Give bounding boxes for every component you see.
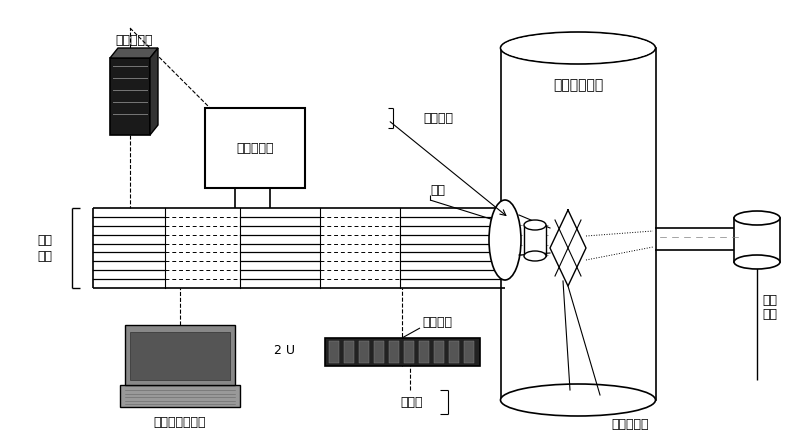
Bar bbox=[325, 338, 480, 366]
Bar bbox=[464, 341, 474, 363]
Text: 温度控制器: 温度控制器 bbox=[115, 33, 153, 46]
Bar bbox=[389, 341, 399, 363]
Text: 导线: 导线 bbox=[38, 249, 53, 263]
Bar bbox=[419, 341, 429, 363]
Text: 红外探头: 红外探头 bbox=[423, 112, 453, 124]
Text: 高温: 高温 bbox=[38, 234, 53, 247]
Ellipse shape bbox=[734, 255, 780, 269]
Bar bbox=[110, 58, 150, 135]
Bar bbox=[359, 341, 369, 363]
Text: 远程控制计算机: 远程控制计算机 bbox=[154, 417, 206, 429]
Text: 法兰: 法兰 bbox=[430, 183, 445, 197]
Bar bbox=[404, 341, 414, 363]
Bar bbox=[374, 341, 384, 363]
Ellipse shape bbox=[524, 251, 546, 261]
Ellipse shape bbox=[489, 200, 521, 280]
Polygon shape bbox=[110, 48, 158, 58]
Text: 真空辐照靶室: 真空辐照靶室 bbox=[553, 78, 603, 92]
Ellipse shape bbox=[524, 220, 546, 230]
Bar bbox=[434, 341, 444, 363]
Bar bbox=[449, 341, 459, 363]
Bar bbox=[130, 332, 230, 380]
Text: 2 U: 2 U bbox=[274, 343, 295, 356]
Bar bbox=[501, 48, 656, 400]
Bar bbox=[205, 108, 305, 188]
Text: 加热片: 加热片 bbox=[400, 396, 422, 409]
Bar bbox=[329, 341, 339, 363]
Bar bbox=[125, 325, 235, 385]
Text: 辐照控制板: 辐照控制板 bbox=[611, 418, 649, 431]
Bar bbox=[120, 385, 240, 407]
Text: 电源控制板: 电源控制板 bbox=[236, 141, 274, 154]
Text: 束流: 束流 bbox=[762, 309, 777, 322]
Ellipse shape bbox=[502, 33, 654, 63]
Ellipse shape bbox=[501, 384, 655, 416]
Text: 程控电源: 程控电源 bbox=[422, 317, 452, 330]
Polygon shape bbox=[150, 48, 158, 135]
Ellipse shape bbox=[734, 211, 780, 225]
Bar bbox=[524, 225, 546, 256]
Bar bbox=[734, 218, 780, 262]
Ellipse shape bbox=[501, 32, 655, 64]
Bar bbox=[344, 341, 354, 363]
Text: 离子: 离子 bbox=[762, 293, 777, 306]
